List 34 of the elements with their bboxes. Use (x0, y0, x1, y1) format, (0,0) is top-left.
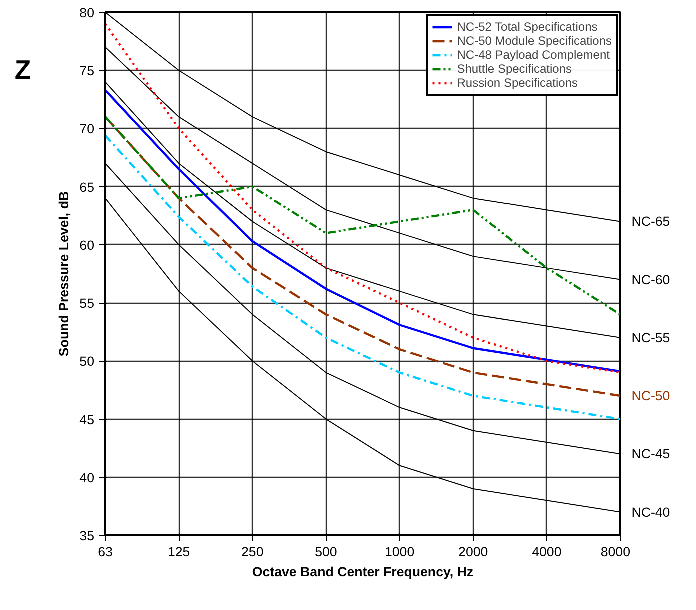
x-tick-label: 1000 (384, 544, 415, 560)
annotation: NC-40 (632, 504, 670, 520)
x-tick-label: 63 (98, 544, 113, 560)
text: Z (14, 55, 32, 86)
annotation: NC-45 (632, 446, 670, 462)
x-tick-label: 125 (168, 544, 190, 560)
y-tick-label: 65 (80, 180, 95, 195)
line-series (106, 116, 620, 316)
legend-label: Russion Specifications (457, 76, 578, 90)
x-tick-label: 8000 (600, 544, 631, 560)
legend-label: Shuttle Specifications (457, 62, 572, 76)
annotation: NC-50 (632, 388, 670, 404)
y-tick-label: 60 (80, 238, 95, 253)
y-tick-label: 35 (80, 528, 95, 544)
x-axis-title: Octave Band Center Frequency, Hz (252, 564, 474, 580)
y-tick-label: 45 (80, 412, 95, 428)
annotation: NC-60 (632, 272, 670, 288)
y-tick-label: 55 (80, 296, 95, 312)
y-tick-label: 40 (80, 470, 95, 486)
x-tick-label: 2000 (458, 544, 488, 560)
x-tick-label: 4000 (532, 544, 562, 560)
y-axis-title: Sound Pressure Level, dB (56, 191, 72, 357)
line-series (106, 23, 620, 374)
x-tick-label: 250 (242, 544, 264, 560)
y-tick-label: 80 (80, 6, 95, 20)
y-tick-label: 50 (80, 354, 95, 370)
legend-label: NC-48 Payload Complement (457, 48, 610, 62)
annotation: NC-65 (632, 214, 670, 230)
annotation: NC-55 (632, 330, 670, 346)
legend-label: NC-52 Total Specifications (457, 20, 598, 34)
legend-label: NC-50 Module Specifications (457, 34, 612, 48)
y-tick-label: 75 (80, 64, 95, 79)
y-tick-label: 70 (80, 122, 95, 137)
x-tick-label: 500 (315, 544, 338, 560)
